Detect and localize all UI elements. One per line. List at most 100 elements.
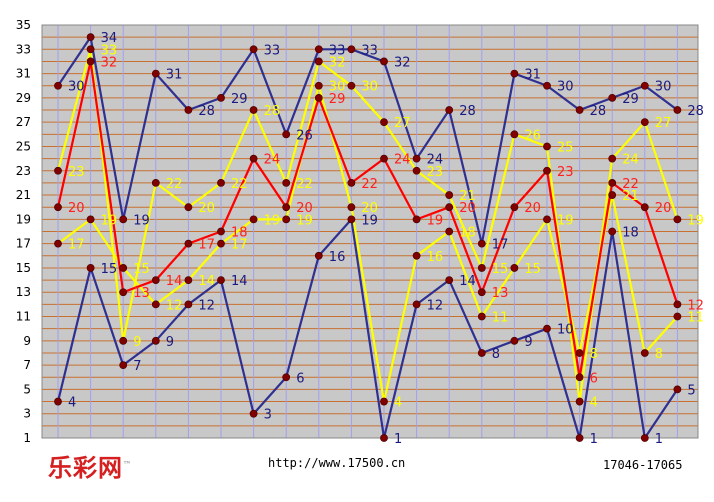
data-point (119, 361, 128, 370)
data-point (673, 215, 682, 224)
data-point (673, 300, 682, 309)
y-tick-label: 33 (16, 42, 31, 56)
data-point (575, 373, 584, 382)
data-label: 20 (296, 201, 313, 216)
data-point (282, 179, 291, 187)
data-point (477, 239, 486, 248)
data-point (86, 57, 95, 66)
data-label: 13 (492, 286, 509, 301)
data-point (510, 264, 519, 272)
y-tick-label: 27 (16, 115, 31, 129)
data-label: 33 (361, 43, 378, 58)
y-tick-label: 21 (16, 188, 31, 202)
data-point (217, 239, 225, 248)
data-point (640, 434, 649, 442)
data-label: 20 (361, 201, 378, 216)
data-point (54, 166, 62, 175)
data-label: 29 (329, 92, 346, 107)
series-line (57, 36, 679, 245)
data-point (217, 227, 225, 236)
data-point (54, 81, 62, 90)
data-point (445, 106, 454, 114)
data-label: 8 (655, 347, 663, 362)
data-point (119, 264, 128, 272)
data-point (54, 397, 62, 406)
data-label: 30 (361, 80, 378, 95)
data-label: 3 (264, 408, 272, 423)
data-label: 21 (622, 189, 639, 204)
data-label: 25 (557, 140, 574, 155)
data-point (608, 93, 617, 102)
y-tick-label: 5 (23, 382, 31, 396)
data-point (282, 203, 291, 212)
data-label: 31 (166, 68, 183, 83)
data-point (184, 300, 193, 309)
data-label: 14 (198, 274, 215, 289)
data-label: 22 (361, 177, 378, 192)
data-label: 9 (133, 335, 141, 350)
data-point (673, 106, 682, 114)
data-point (249, 409, 258, 418)
data-label: 14 (231, 274, 248, 289)
data-label: 24 (622, 153, 639, 168)
data-label: 33 (329, 43, 346, 58)
y-tick-label: 7 (23, 358, 31, 372)
data-point (184, 239, 193, 248)
data-label: 19 (101, 213, 118, 228)
data-point (412, 300, 421, 309)
data-label: 19 (687, 213, 704, 228)
y-tick-label: 11 (16, 310, 31, 324)
data-label: 33 (101, 43, 118, 58)
data-point (151, 69, 160, 78)
data-point (184, 276, 193, 284)
data-point (347, 179, 356, 187)
logo-text: 乐彩网 (48, 453, 123, 482)
data-point (543, 215, 551, 224)
data-label: 28 (687, 104, 704, 119)
data-label: 19 (557, 213, 574, 228)
data-point (543, 142, 551, 151)
data-point (608, 154, 617, 163)
data-point (151, 179, 160, 187)
data-point (445, 191, 454, 199)
data-label: 30 (329, 80, 346, 95)
data-label: 32 (394, 55, 411, 70)
data-label: 17 (231, 238, 248, 253)
logo: 乐彩网™ (48, 448, 132, 483)
data-point (380, 154, 388, 163)
data-label: 16 (329, 250, 346, 265)
data-label: 17 (68, 238, 85, 253)
data-label: 18 (459, 226, 476, 241)
y-tick-label: 19 (16, 212, 31, 226)
data-point (347, 215, 356, 224)
data-label: 20 (655, 201, 672, 216)
data-label: 30 (557, 80, 574, 95)
data-label: 19 (133, 213, 150, 228)
data-point (380, 57, 388, 66)
data-label: 15 (133, 262, 150, 277)
data-label: 1 (655, 432, 663, 447)
site-url[interactable]: http://www.17500.cn (268, 456, 406, 470)
data-point (510, 203, 519, 212)
data-label: 29 (622, 92, 639, 107)
data-label: 26 (296, 128, 313, 143)
data-point (445, 203, 454, 212)
data-point (184, 203, 193, 212)
data-point (380, 397, 388, 406)
data-point (445, 276, 454, 284)
y-tick-label: 17 (16, 237, 31, 251)
data-label: 7 (133, 359, 141, 374)
data-point (543, 324, 551, 333)
data-label: 22 (231, 177, 248, 192)
data-point (314, 45, 323, 54)
data-label: 27 (655, 116, 672, 131)
data-point (575, 397, 584, 406)
data-point (543, 81, 551, 90)
data-label: 14 (166, 274, 183, 289)
data-label: 24 (427, 153, 444, 168)
data-label: 22 (296, 177, 313, 192)
data-point (217, 93, 225, 102)
data-point (608, 179, 617, 187)
chart: 1357911131517192123252729313335303419312… (16, 18, 704, 447)
data-point (249, 106, 258, 114)
